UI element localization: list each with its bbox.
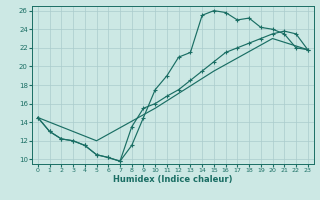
X-axis label: Humidex (Indice chaleur): Humidex (Indice chaleur): [113, 175, 233, 184]
